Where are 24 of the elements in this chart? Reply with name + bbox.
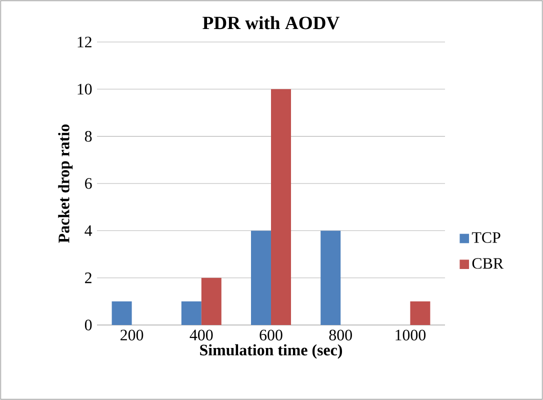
bar [181, 301, 202, 325]
bar [320, 230, 341, 325]
x-tick-label: 600 [260, 330, 282, 340]
y-tick-label: 10 [78, 84, 92, 95]
x-tick-label: 800 [329, 330, 352, 340]
y-tick-label: 2 [85, 272, 92, 284]
chart-title: PDR with AODV [202, 16, 340, 30]
bar [410, 301, 430, 325]
y-tick-label: 6 [85, 178, 92, 189]
bar [271, 89, 292, 325]
legend-label: TCP [472, 232, 500, 243]
y-tick-label: 0 [84, 320, 92, 330]
bar [201, 278, 222, 325]
x-tick-label: 1000 [396, 330, 426, 340]
y-tick-label: 12 [78, 36, 92, 48]
y-tick-label: 8 [84, 130, 92, 142]
bar [251, 230, 272, 325]
x-tick-label: 400 [190, 330, 213, 340]
x-tick-label: 200 [120, 330, 144, 340]
y-tick-label: 4 [84, 225, 92, 236]
y-axis-title: Packet drop ratio [58, 124, 73, 243]
legend-label: CBR [472, 258, 504, 269]
bar [112, 301, 132, 325]
x-axis-title: Simulation time (sec) [200, 344, 342, 359]
